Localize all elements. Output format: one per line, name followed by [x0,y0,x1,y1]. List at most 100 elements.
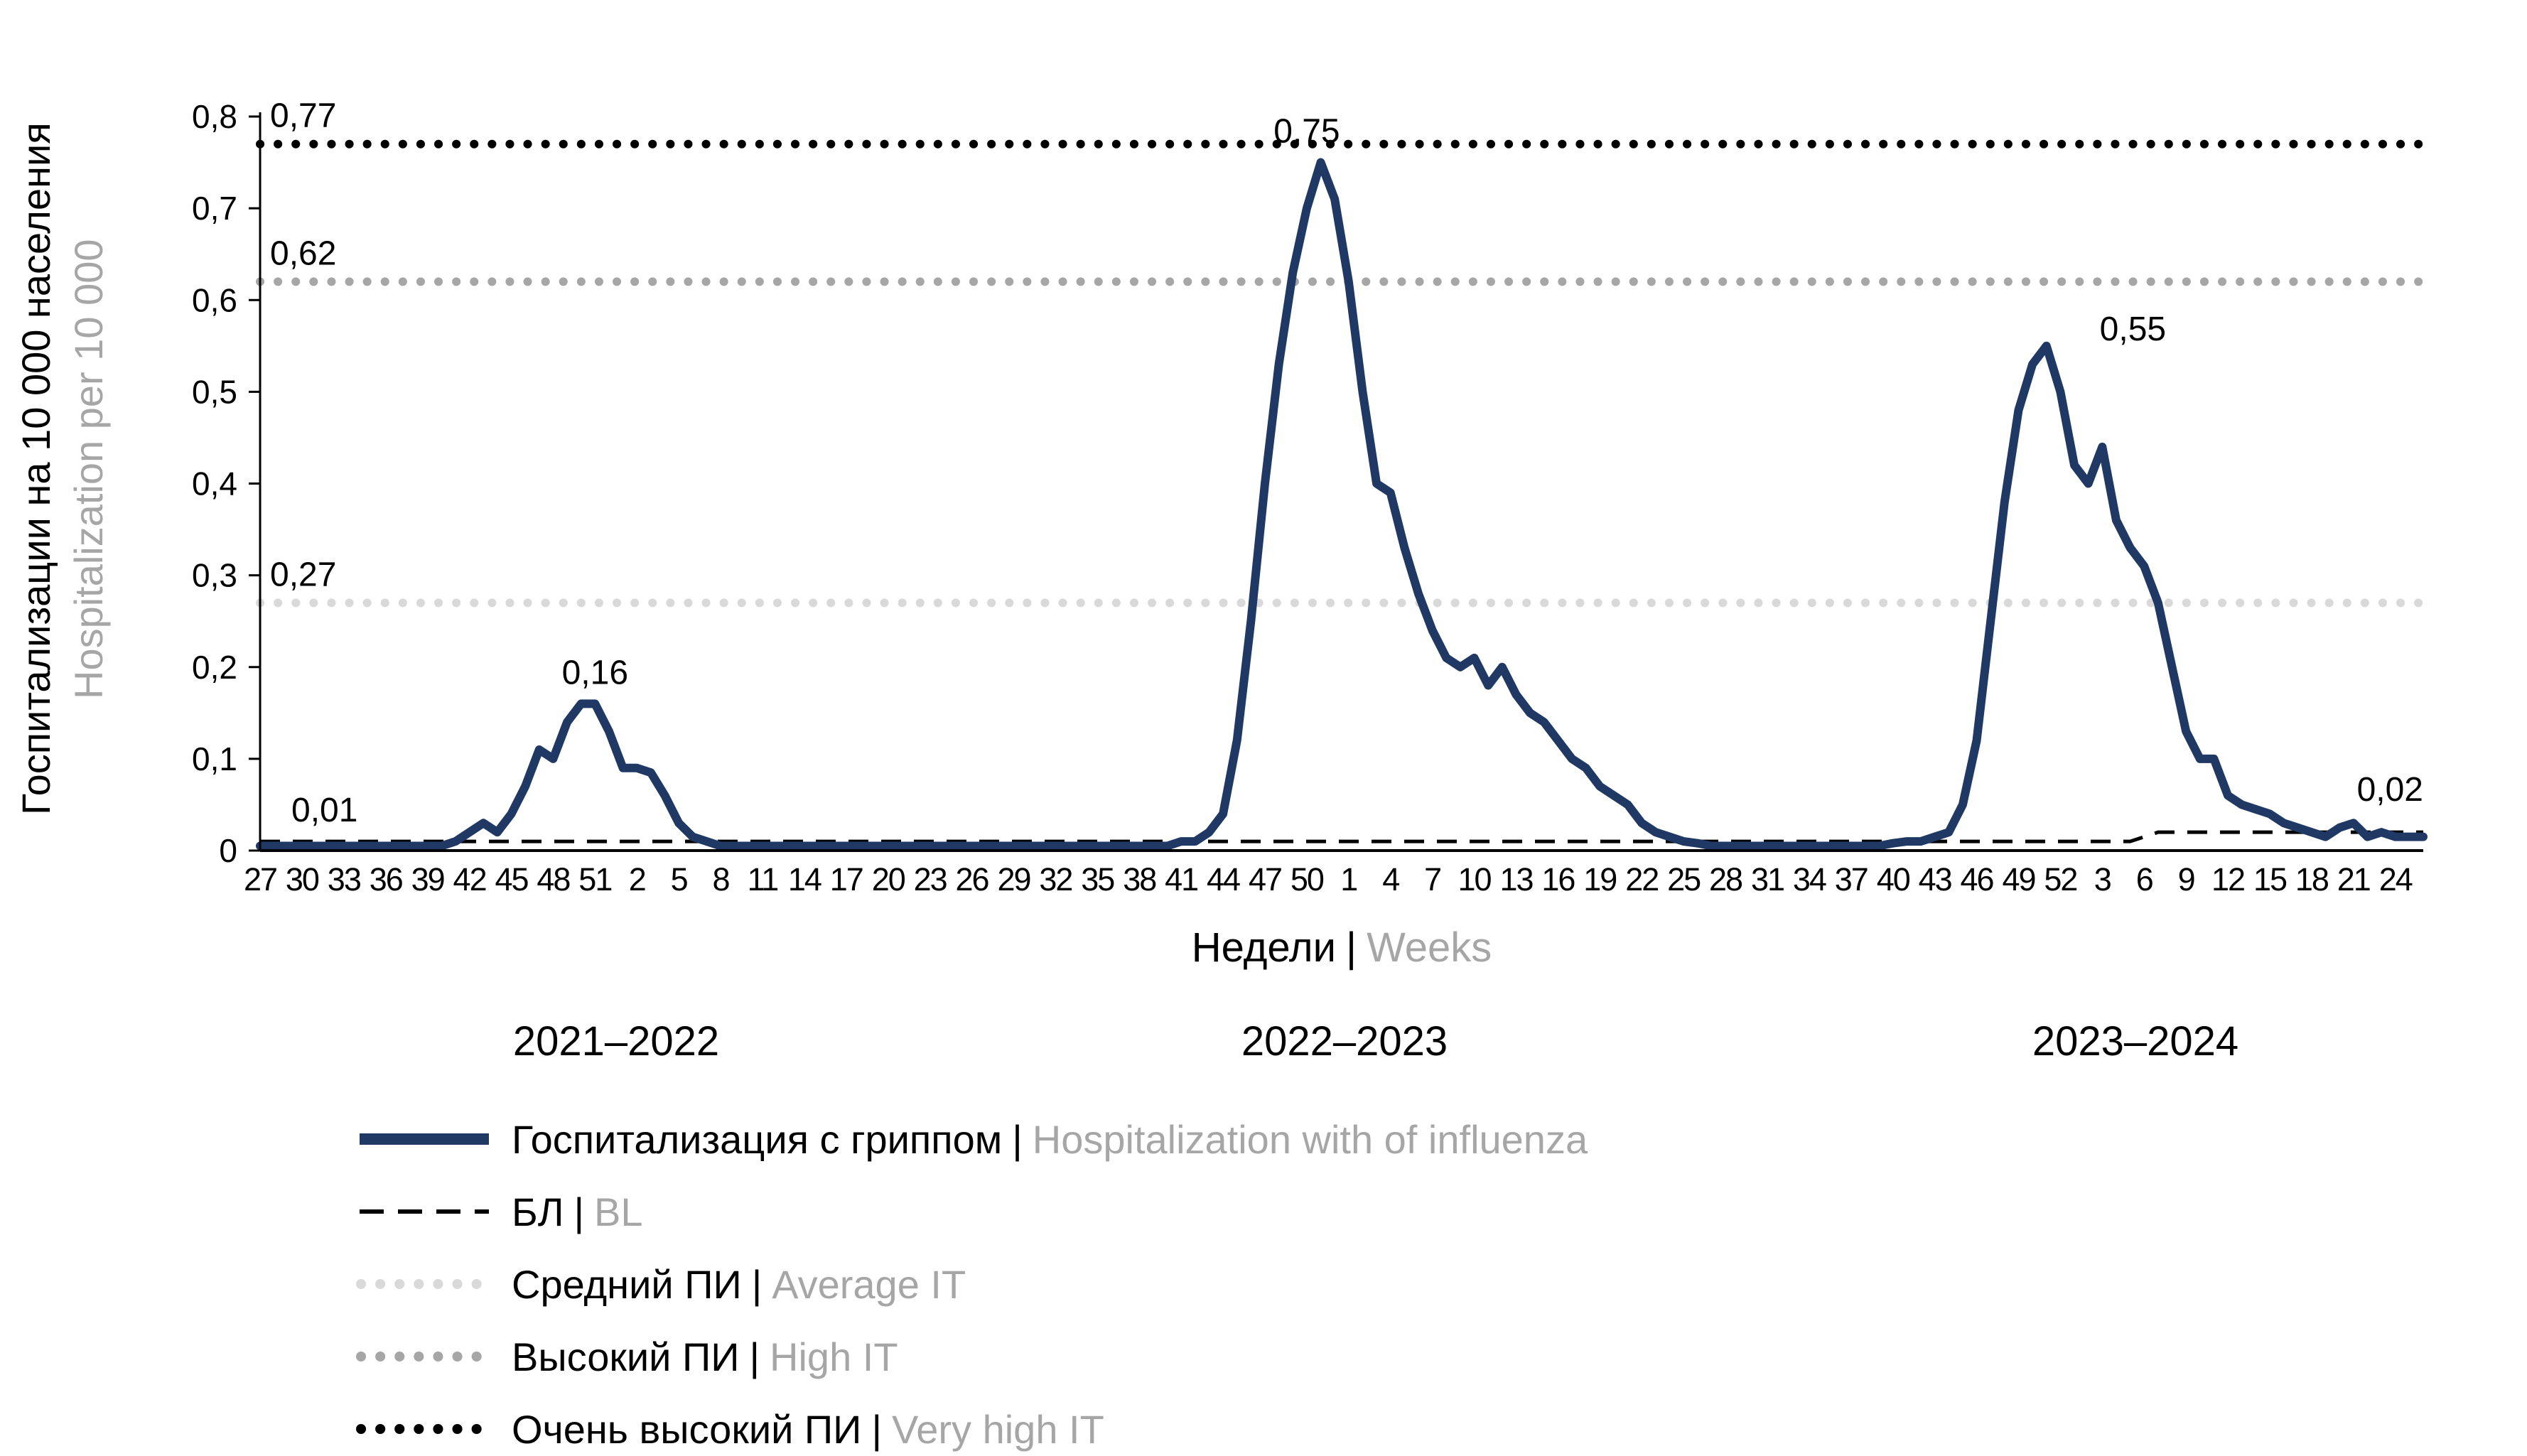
legend-separator: | [749,1334,760,1379]
x-tick-label: 31 [1751,861,1784,897]
x-axis-title-en: Weeks [1367,924,1492,971]
legend-separator: | [751,1261,763,1307]
legend-label-ru: Высокий ПИ [512,1334,740,1379]
x-tick-label: 50 [1291,861,1324,897]
x-axis-title-ru: Недели [1191,924,1336,971]
legend-line-dotted-gray-icon [356,1352,492,1361]
legend-label-en: Very high IT [891,1406,1104,1452]
x-tick-label: 19 [1583,861,1616,897]
x-tick-label: 24 [2379,861,2413,897]
legend-label-en: Hospitalization with of influenza [1032,1116,1588,1162]
data-label-1: 0,62 [270,234,336,272]
x-tick-label: 34 [1793,861,1826,897]
data-label-2: 0,27 [270,556,336,593]
x-tick-label: 10 [1458,861,1492,897]
x-tick-label: 33 [328,861,361,897]
x-tick-label: 3 [2094,861,2111,897]
x-tick-label: 35 [1081,861,1114,897]
data-label-4: 0,16 [562,654,628,691]
x-tick-label: 7 [1424,861,1440,897]
x-tick-label: 36 [370,861,403,897]
x-tick-label: 40 [1877,861,1910,897]
x-tick-label: 39 [411,861,444,897]
legend: Госпитализация с гриппом | Hospitalization… [355,1103,1588,1456]
legend-item-very-high-it: Очень высокий ПИ | Very high IT [355,1393,1588,1456]
y-tick-label: 0,6 [192,281,237,318]
legend-label-ru: Средний ПИ [512,1261,742,1307]
x-tick-label: 9 [2178,861,2194,897]
legend-label-en: Average IT [772,1261,966,1307]
x-tick-label: 37 [1835,861,1868,897]
x-tick-label: 16 [1541,861,1575,897]
x-tick-label: 21 [2337,861,2370,897]
y-tick-label: 0 [219,832,237,869]
x-tick-label: 13 [1499,861,1533,897]
y-tick-label: 0,2 [192,649,237,686]
legend-label-average-it: Средний ПИ | Average IT [512,1261,966,1307]
x-tick-label: 45 [495,861,528,897]
data-label-6: 0,55 [2100,311,2166,348]
data-label-0: 0,77 [270,97,336,135]
x-tick-label: 52 [2044,861,2076,897]
hospitalization-line [256,158,2428,851]
x-tick-label: 51 [578,861,611,897]
baseline-line [260,830,2423,843]
y-tick-label: 0,5 [192,373,237,410]
x-tick-label: 49 [2002,861,2035,897]
x-tick-label: 48 [537,861,570,897]
y-tick-label: 0,1 [192,740,237,777]
legend-label-en: High IT [770,1334,898,1379]
legend-label-en: BL [594,1189,643,1234]
data-label-5: 0,75 [1273,113,1340,151]
legend-label-ru: Очень высокий ПИ [512,1406,862,1452]
legend-line-solid-icon [360,1133,489,1145]
season-label-2021-2022: 2021–2022 [512,1018,720,1064]
x-tick-label: 22 [1625,861,1658,897]
x-tick-label: 44 [1207,861,1240,897]
legend-item-hospitalization: Госпитализация с гриппом | Hospitalization… [355,1103,1588,1175]
x-tick-label: 23 [914,861,947,897]
legend-line-dotted-light-icon [356,1279,492,1289]
season-label-2023-2024: 2023–2024 [2032,1018,2239,1064]
x-tick-label: 11 [748,861,778,897]
x-tick-label: 4 [1382,861,1399,897]
x-tick-label: 15 [2253,861,2287,897]
x-tick-label: 27 [244,861,276,897]
legend-label-high-it: Высокий ПИ | High IT [512,1334,898,1380]
x-tick-label: 28 [1709,861,1742,897]
x-tick-label: 1 [1340,861,1357,897]
y-tick-label: 0,7 [192,190,237,227]
x-tick-label: 26 [956,861,989,897]
y-tick-label: 0,4 [192,465,237,502]
chart-svg: 00,10,20,30,40,50,60,70,827 30 33 36 39 42 45 4… [192,97,2428,897]
legend-item-average-it: Средний ПИ | Average IT [355,1248,1588,1320]
x-tick-label: 43 [1919,861,1952,897]
legend-item-high-it: Высокий ПИ | High IT [355,1320,1588,1393]
x-tick-label: 42 [453,861,486,897]
legend-label-very-high-it: Очень высокий ПИ | Very high IT [512,1406,1104,1452]
legend-item-baseline: БЛ | BL [355,1175,1588,1248]
legend-label-ru: БЛ [512,1189,564,1234]
legend-line-dashed-icon [360,1209,489,1214]
legend-label-hospitalization: Госпитализация с гриппом | Hospitalization… [512,1116,1588,1163]
legend-separator: | [1012,1116,1023,1162]
x-tick-label: 41 [1165,861,1197,897]
x-tick-label: 46 [1961,861,1994,897]
x-tick-label: 32 [1039,861,1072,897]
data-label-7: 0,02 [2357,771,2423,809]
x-tick-label: 47 [1249,861,1281,897]
legend-label-ru: Госпитализация с гриппом [512,1116,1003,1162]
x-tick-label: 14 [788,861,821,897]
x-tick-label: 17 [830,861,863,897]
x-tick-label: 12 [2211,861,2244,897]
x-axis-title: Недели | Weeks [260,924,2423,971]
y-tick-label: 0,8 [192,98,237,135]
season-label-2022-2023: 2022–2023 [1241,1018,1448,1064]
legend-separator: | [573,1189,585,1234]
legend-label-baseline: БЛ | BL [512,1189,643,1235]
x-tick-label: 25 [1667,861,1701,897]
x-tick-label: 38 [1123,861,1156,897]
x-tick-label: 6 [2136,861,2153,897]
legend-separator: | [871,1406,882,1452]
